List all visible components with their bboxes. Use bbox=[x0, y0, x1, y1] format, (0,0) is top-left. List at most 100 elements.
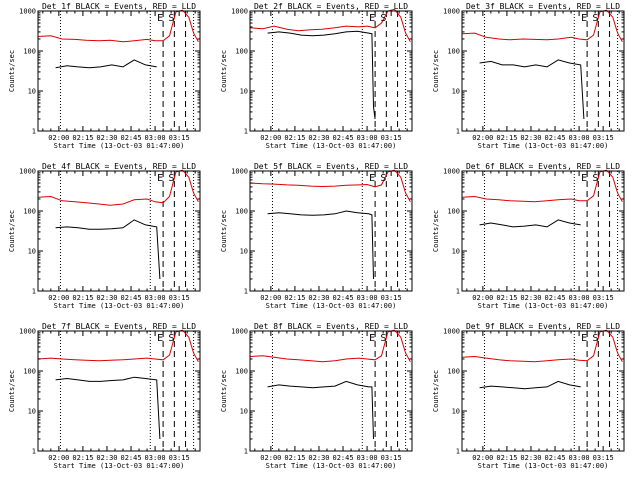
y-tick-label: 1 bbox=[32, 288, 36, 296]
plot-frame bbox=[249, 10, 413, 132]
flare-marker-e: E bbox=[369, 173, 375, 184]
x-axis-label: Start Time (13-Oct-03 01:47:00) bbox=[266, 462, 397, 470]
chart-title: Det 5f BLACK = Events, RED = LLD bbox=[254, 162, 408, 171]
chart-panel-2: Det 2f BLACK = Events, RED = LLD 1 10 100 10… bbox=[220, 2, 413, 150]
y-tick-label: 10 bbox=[240, 248, 248, 256]
x-tick-label: 03:00 bbox=[569, 454, 590, 462]
x-axis-label: Start Time (13-Oct-03 01:47:00) bbox=[478, 462, 609, 470]
y-axis-label: Counts/sec bbox=[8, 50, 16, 92]
y-tick-label: 1000 bbox=[19, 328, 36, 336]
x-axis-label: Start Time (13-Oct-03 01:47:00) bbox=[478, 302, 609, 310]
y-tick-label: 1000 bbox=[443, 8, 460, 16]
y-tick-label: 1 bbox=[32, 448, 36, 456]
y-tick-label: 1 bbox=[32, 128, 36, 136]
flare-marker-s: S bbox=[380, 13, 386, 24]
y-axis-label: Counts/sec bbox=[220, 210, 228, 252]
chart-title: Det 4f BLACK = Events, RED = LLD bbox=[42, 162, 196, 171]
x-tick-label: 02:45 bbox=[120, 294, 141, 302]
y-axis-label: Counts/sec bbox=[220, 50, 228, 92]
y-tick-label: 10 bbox=[28, 248, 36, 256]
plot-frame bbox=[37, 170, 201, 292]
flare-marker-s: S bbox=[380, 333, 386, 344]
y-tick-label: 10 bbox=[452, 88, 460, 96]
events-series-line bbox=[267, 380, 374, 440]
y-tick-label: 1000 bbox=[443, 168, 460, 176]
chart-panel-1: Det 1f BLACK = Events, RED = LLD 1 10 100 10… bbox=[8, 2, 201, 150]
y-tick-label: 100 bbox=[235, 208, 248, 216]
x-axis-label: Start Time (13-Oct-03 01:47:00) bbox=[266, 142, 397, 150]
x-tick-label: 02:00 bbox=[472, 294, 493, 302]
chart-title: Det 1f BLACK = Events, RED = LLD bbox=[42, 2, 196, 11]
y-tick-label: 1 bbox=[244, 128, 248, 136]
y-tick-label: 1 bbox=[456, 128, 460, 136]
x-tick-label: 02:30 bbox=[520, 294, 541, 302]
flare-marker-e: E bbox=[581, 333, 587, 344]
x-axis-label: Start Time (13-Oct-03 01:47:00) bbox=[54, 462, 185, 470]
chart-panel-4: Det 4f BLACK = Events, RED = LLD 1 10 100 10… bbox=[8, 162, 201, 310]
chart-panel-7: Det 7f BLACK = Events, RED = LLD 1 10 100 10… bbox=[8, 322, 201, 470]
chart-panel-9: Det 9f BLACK = Events, RED = LLD 1 10 100 10… bbox=[432, 322, 625, 470]
x-tick-label: 02:15 bbox=[496, 294, 517, 302]
x-tick-label: 02:15 bbox=[284, 134, 305, 142]
y-tick-label: 100 bbox=[447, 368, 460, 376]
flare-marker-s: S bbox=[592, 333, 598, 344]
events-series-line bbox=[479, 380, 581, 390]
x-tick-label: 02:15 bbox=[496, 134, 517, 142]
x-tick-label: 02:45 bbox=[544, 294, 565, 302]
x-tick-label: 02:30 bbox=[520, 134, 541, 142]
x-tick-label: 02:45 bbox=[544, 134, 565, 142]
x-axis-label: Start Time (13-Oct-03 01:47:00) bbox=[54, 302, 185, 310]
y-tick-label: 1 bbox=[456, 448, 460, 456]
x-tick-label: 03:15 bbox=[593, 134, 614, 142]
flare-marker-e: E bbox=[581, 13, 587, 24]
chart-panel-6: Det 6f BLACK = Events, RED = LLD 1 10 100 10… bbox=[432, 162, 625, 310]
x-tick-label: 02:45 bbox=[332, 134, 353, 142]
x-tick-label: 02:00 bbox=[260, 134, 281, 142]
y-tick-label: 10 bbox=[240, 88, 248, 96]
y-tick-label: 1 bbox=[244, 288, 248, 296]
x-tick-label: 03:00 bbox=[357, 294, 378, 302]
x-tick-label: 02:00 bbox=[48, 134, 69, 142]
events-series-line bbox=[479, 59, 585, 120]
plot-frame bbox=[461, 330, 625, 452]
y-tick-label: 1000 bbox=[231, 168, 248, 176]
x-tick-label: 02:30 bbox=[308, 294, 329, 302]
chart-panel-5: Det 5f BLACK = Events, RED = LLD 1 10 100 10… bbox=[220, 162, 413, 310]
x-tick-label: 03:15 bbox=[593, 454, 614, 462]
x-axis-label: Start Time (13-Oct-03 01:47:00) bbox=[478, 142, 609, 150]
y-axis-label: Counts/sec bbox=[220, 370, 228, 412]
chart-title: Det 7f BLACK = Events, RED = LLD bbox=[42, 322, 196, 331]
x-tick-label: 02:15 bbox=[72, 134, 93, 142]
y-tick-label: 10 bbox=[240, 408, 248, 416]
x-tick-label: 02:00 bbox=[472, 134, 493, 142]
flare-marker-e: E bbox=[157, 13, 163, 24]
y-axis-label: Counts/sec bbox=[432, 370, 440, 412]
x-tick-label: 02:00 bbox=[48, 294, 69, 302]
x-tick-label: 02:45 bbox=[120, 134, 141, 142]
y-tick-label: 100 bbox=[23, 208, 36, 216]
x-tick-label: 02:30 bbox=[96, 134, 117, 142]
plot-frame bbox=[461, 170, 625, 292]
y-tick-label: 100 bbox=[447, 208, 460, 216]
y-tick-label: 100 bbox=[23, 48, 36, 56]
y-axis-label: Counts/sec bbox=[432, 50, 440, 92]
y-tick-label: 1 bbox=[244, 448, 248, 456]
y-tick-label: 1000 bbox=[231, 328, 248, 336]
flare-marker-e: E bbox=[157, 173, 163, 184]
x-tick-label: 03:00 bbox=[569, 134, 590, 142]
flare-marker-s: S bbox=[592, 13, 598, 24]
x-tick-label: 03:15 bbox=[381, 294, 402, 302]
x-tick-label: 03:00 bbox=[569, 294, 590, 302]
x-tick-label: 02:15 bbox=[72, 454, 93, 462]
x-tick-label: 03:15 bbox=[169, 134, 190, 142]
flare-marker-s: S bbox=[168, 173, 174, 184]
events-series-line bbox=[55, 219, 161, 280]
y-axis-label: Counts/sec bbox=[8, 210, 16, 252]
y-tick-label: 100 bbox=[23, 368, 36, 376]
x-tick-label: 02:15 bbox=[496, 454, 517, 462]
x-tick-label: 02:45 bbox=[332, 294, 353, 302]
x-tick-label: 03:00 bbox=[145, 454, 166, 462]
x-tick-label: 02:45 bbox=[332, 454, 353, 462]
y-axis-label: Counts/sec bbox=[432, 210, 440, 252]
